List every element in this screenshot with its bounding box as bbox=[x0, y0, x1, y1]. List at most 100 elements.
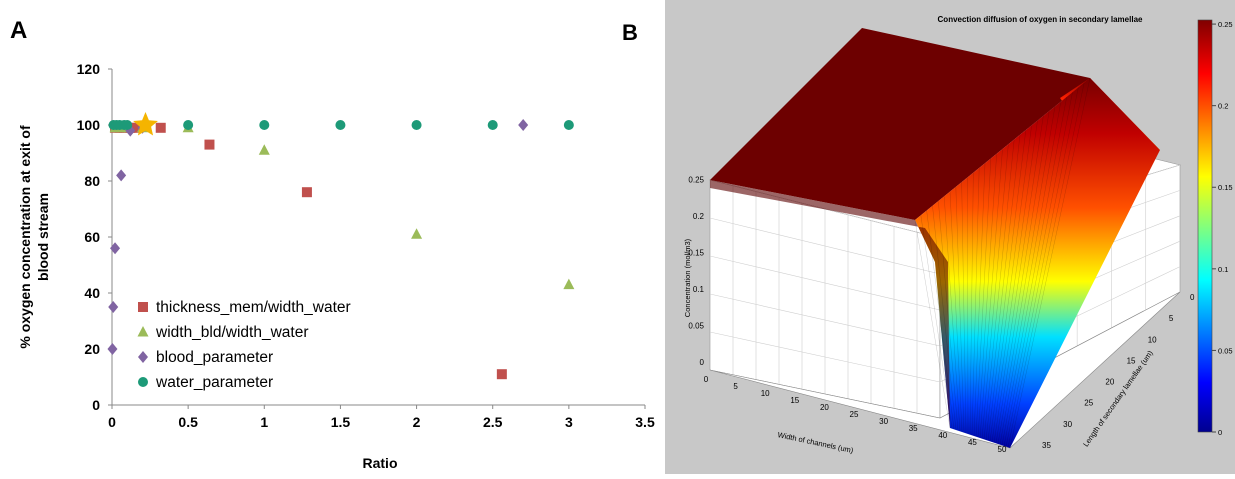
mesh-line bbox=[993, 115, 1044, 443]
panel-a-label: A bbox=[10, 17, 27, 44]
x-tick-label: 5 bbox=[733, 382, 738, 391]
mesh-line bbox=[979, 148, 1003, 439]
x-tick-label: 3 bbox=[565, 414, 573, 430]
mesh-line bbox=[967, 177, 969, 435]
mesh-line bbox=[997, 106, 1056, 445]
legend-marker-triangle bbox=[137, 326, 149, 337]
data-point-diamond bbox=[116, 169, 127, 182]
mesh-line bbox=[973, 163, 986, 437]
legend-label: water_parameter bbox=[155, 374, 273, 391]
data-point-circle bbox=[335, 120, 346, 130]
y-tick-label: 10 bbox=[1148, 335, 1157, 344]
mesh-line bbox=[995, 111, 1050, 444]
data-point-circle bbox=[487, 120, 498, 130]
mesh-line bbox=[985, 134, 1021, 441]
colorbar-ticks: 0 0.05 0.1 0.15 0.2 0.25 bbox=[1212, 20, 1233, 437]
surface-plateau bbox=[710, 28, 1090, 220]
z-tick-label: 0.1 bbox=[693, 285, 705, 294]
colorbar-tick-label: 0.05 bbox=[1218, 346, 1233, 355]
mesh-line bbox=[926, 210, 955, 430]
legend-label: width_bld/width_water bbox=[155, 324, 309, 341]
x-tick-label: 40 bbox=[938, 431, 947, 440]
mesh-line bbox=[999, 101, 1062, 445]
y-tick-label: 80 bbox=[84, 173, 100, 189]
y-tick-label: 40 bbox=[84, 285, 100, 301]
colorbar-tick-label: 0 bbox=[1218, 428, 1222, 437]
mesh-line bbox=[1009, 77, 1091, 449]
x-tick-label: 25 bbox=[850, 410, 859, 419]
mesh-line bbox=[955, 186, 965, 433]
mesh-line bbox=[969, 172, 974, 435]
data-point-diamond bbox=[110, 242, 121, 255]
z-tick-label: 0 bbox=[700, 358, 705, 367]
mesh-line bbox=[920, 215, 953, 429]
legend-marker-diamond bbox=[138, 351, 148, 363]
y-axis-ticks: 0 5 10 15 20 25 30 35 bbox=[1042, 293, 1195, 450]
x-tick-label: 45 bbox=[968, 438, 977, 447]
data-point-circle bbox=[259, 120, 270, 130]
x-axis-label: Ratio bbox=[363, 455, 398, 471]
mesh-line bbox=[987, 130, 1027, 441]
y-axis-label-line2: blood stream bbox=[35, 193, 51, 281]
y-tick-label: 20 bbox=[84, 341, 100, 357]
data-point-circle bbox=[183, 120, 194, 130]
mesh-line bbox=[914, 219, 951, 429]
mesh-line bbox=[1007, 82, 1085, 448]
x-tick-label: 2.5 bbox=[483, 414, 503, 430]
chart-ticks: 0 20 40 60 80 100 120 0 0.5 1 1.5 2 2.5 3 3.5 bbox=[77, 61, 655, 430]
x-tick-label: 3.5 bbox=[635, 414, 655, 430]
x-axis-ticks: 0 5 10 15 20 25 30 35 40 45 50 bbox=[704, 375, 1007, 454]
mesh-line bbox=[1001, 96, 1067, 446]
y-axis-label: % oxygen concentration at exit of blood … bbox=[17, 125, 51, 349]
y-tick-label: 35 bbox=[1042, 441, 1051, 450]
mesh-line bbox=[991, 120, 1038, 443]
x-tick-label: 0 bbox=[108, 414, 116, 430]
x-tick-label: 10 bbox=[761, 389, 770, 398]
data-point-diamond bbox=[107, 343, 118, 355]
colorbar-tick-label: 0.2 bbox=[1218, 102, 1228, 111]
y-tick-label: 0 bbox=[92, 397, 100, 413]
x-tick-label: 0 bbox=[704, 375, 709, 384]
mesh-line bbox=[975, 158, 992, 437]
x-tick-label: 15 bbox=[790, 396, 799, 405]
data-point-square bbox=[496, 369, 507, 380]
z-tick-label: 0.2 bbox=[693, 212, 705, 221]
x-tick-label: 50 bbox=[998, 445, 1007, 454]
colorbar bbox=[1197, 19, 1213, 433]
mesh-line bbox=[977, 153, 997, 438]
chart-points bbox=[107, 112, 575, 380]
x-tick-label: 35 bbox=[909, 424, 918, 433]
colorbar-tick-label: 0.15 bbox=[1218, 183, 1233, 192]
chart-legend: thickness_mem/width_water width_bld/width… bbox=[137, 299, 351, 391]
data-point-circle bbox=[563, 120, 574, 130]
y-tick-label: 15 bbox=[1127, 356, 1136, 365]
panel-b-label: B bbox=[622, 20, 638, 45]
data-point-square bbox=[301, 187, 312, 198]
mesh-line bbox=[1003, 92, 1073, 447]
z-tick-label: 0.05 bbox=[688, 322, 704, 331]
surface-title: Convection diffusion of oxygen in second… bbox=[938, 15, 1143, 24]
legend-label: thickness_mem/width_water bbox=[156, 299, 351, 316]
y-tick-label: 25 bbox=[1084, 399, 1093, 408]
z-axis-ticks: 0 0.05 0.1 0.15 0.2 0.25 bbox=[688, 176, 704, 368]
panel-b: B Convection diffusion of oxygen in seco… bbox=[622, 0, 1235, 474]
y-tick-label: 120 bbox=[77, 61, 101, 77]
mesh-line bbox=[983, 139, 1015, 440]
y-tick-label: 0 bbox=[1190, 293, 1195, 302]
mesh-line bbox=[981, 144, 1009, 439]
y-tick-label: 100 bbox=[77, 117, 101, 133]
data-point-diamond bbox=[108, 301, 119, 313]
data-point-circle bbox=[122, 120, 133, 130]
panel-a: A 0 20 40 60 80 100 120 0 0.5 1 1.5 2 2.5 3 3.5 thickn… bbox=[10, 17, 655, 471]
mesh-line bbox=[1005, 87, 1079, 447]
colorbar-tick-label: 0.1 bbox=[1218, 265, 1228, 274]
x-tick-label: 0.5 bbox=[178, 414, 198, 430]
x-tick-label: 2 bbox=[413, 414, 421, 430]
data-point-square bbox=[131, 122, 142, 133]
data-point-triangle bbox=[258, 144, 270, 155]
x-tick-label: 20 bbox=[820, 403, 829, 412]
x-tick-label: 30 bbox=[879, 417, 888, 426]
legend-label: blood_parameter bbox=[156, 349, 273, 366]
